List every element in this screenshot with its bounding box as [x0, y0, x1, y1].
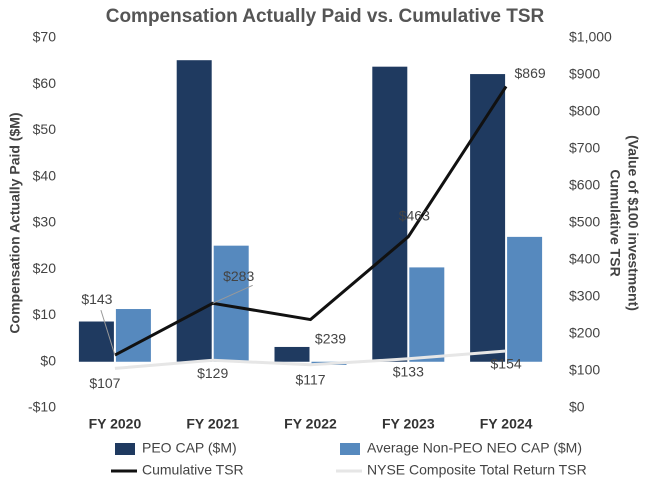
y2-tick-label: $800	[569, 103, 600, 119]
chart-title: Compensation Actually Paid vs. Cumulativ…	[106, 6, 545, 27]
y2-tick-label: $400	[569, 251, 600, 267]
data-label: $283	[223, 268, 254, 284]
bar	[78, 321, 114, 362]
y-tick-label: $40	[33, 167, 57, 183]
bar	[372, 66, 408, 362]
y-tick-label: -$10	[28, 399, 56, 415]
y2-axis-title: (Value of $100 investment)	[625, 135, 641, 311]
leader-line	[100, 309, 116, 356]
y2-tick-label: $1,000	[569, 29, 612, 45]
y-tick-label: $0	[40, 352, 56, 368]
legend-label: NYSE Composite Total Return TSR	[367, 462, 587, 478]
y2-tick-label: $200	[569, 325, 600, 341]
leader-line	[212, 284, 253, 304]
legend-swatch	[115, 443, 135, 455]
bar	[409, 267, 445, 362]
y-tick-label: $70	[33, 29, 57, 45]
y-tick-label: $10	[33, 306, 57, 322]
y2-tick-label: $900	[569, 66, 600, 82]
y2-tick-label: $500	[569, 214, 600, 230]
bar	[115, 309, 151, 362]
data-label: $143	[81, 291, 112, 307]
x-tick-label: FY 2021	[186, 416, 239, 432]
y2-tick-label: $600	[569, 177, 600, 193]
bar	[507, 236, 543, 362]
data-label: $463	[399, 207, 430, 223]
y2-axis-title: Cumulative TSR	[607, 169, 623, 276]
data-label: $869	[515, 65, 546, 81]
y-tick-label: $30	[33, 214, 57, 230]
line-series	[114, 349, 507, 370]
x-tick-label: FY 2024	[480, 416, 533, 432]
y2-tick-label: $0	[569, 399, 585, 415]
y2-tick-label: $100	[569, 362, 600, 378]
data-label: $107	[89, 375, 120, 391]
data-label: $239	[315, 330, 346, 346]
line-series	[114, 85, 508, 357]
y-tick-label: $60	[33, 75, 57, 91]
y2-tick-label: $300	[569, 288, 600, 304]
legend-label: PEO CAP ($M)	[142, 440, 237, 456]
y-tick-label: $50	[33, 121, 57, 137]
y-tick-label: $20	[33, 260, 57, 276]
bar	[274, 346, 310, 362]
x-tick-label: FY 2020	[89, 416, 142, 432]
data-label: $117	[295, 371, 325, 387]
bar	[176, 60, 212, 362]
legend-label: Cumulative TSR	[142, 462, 244, 478]
data-label: $154	[491, 356, 522, 372]
legend-label: Average Non-PEO NEO CAP ($M)	[367, 440, 582, 456]
bar	[470, 74, 506, 362]
y-axis-title: Compensation Actually Paid ($M)	[7, 112, 23, 333]
data-label: $129	[197, 365, 228, 381]
y2-tick-label: $700	[569, 140, 600, 156]
data-label: $133	[393, 363, 424, 379]
x-tick-label: FY 2023	[382, 416, 435, 432]
x-tick-label: FY 2022	[284, 416, 337, 432]
legend-swatch	[340, 443, 360, 455]
